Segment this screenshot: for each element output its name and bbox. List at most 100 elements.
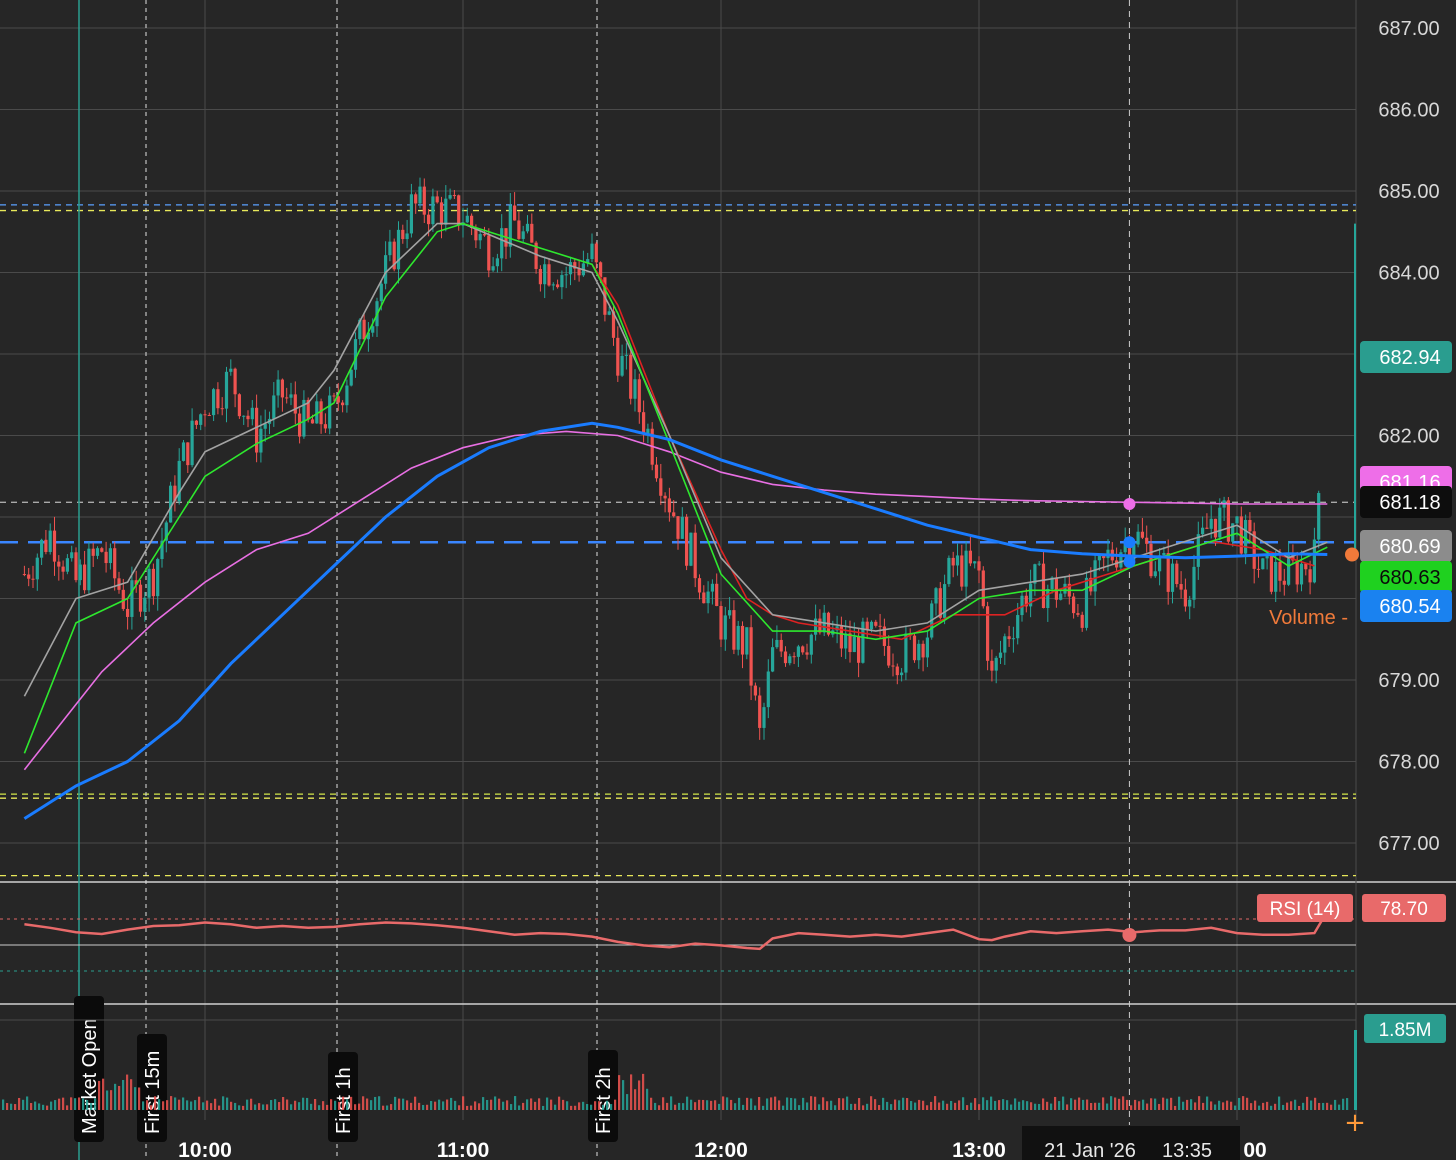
candle-body (1274, 561, 1278, 592)
volume-bar (1050, 1103, 1053, 1110)
candle-body (151, 568, 155, 597)
candle-body (233, 368, 237, 395)
volume-bar (538, 1098, 541, 1110)
rsi-crosshair-dot (1122, 928, 1137, 942)
volume-bar (466, 1105, 469, 1110)
candle-body (1037, 563, 1041, 565)
candle-body (1218, 507, 1222, 538)
candle-body (285, 397, 289, 399)
volume-bar (818, 1104, 821, 1110)
volume-bar (494, 1096, 497, 1110)
candle-body (1007, 636, 1011, 640)
candle-body (1205, 527, 1209, 529)
candle-body (986, 606, 990, 661)
candle-body (1317, 493, 1321, 540)
candle-body (1201, 527, 1205, 535)
volume-bar (878, 1105, 881, 1110)
volume-bar (914, 1102, 917, 1110)
volume-bar (1038, 1103, 1041, 1110)
volume-bar (1274, 1103, 1277, 1110)
volume-bar (1170, 1097, 1173, 1110)
y-tick-label: 677.00 (1378, 833, 1439, 855)
candle-body (1252, 531, 1256, 569)
candle-body (611, 311, 616, 338)
volume-bar (138, 1087, 141, 1110)
volume-bar (526, 1099, 529, 1110)
volume-bar (598, 1101, 601, 1110)
candle-body (1140, 531, 1144, 538)
candle-body (255, 407, 259, 453)
candle-body (951, 557, 955, 566)
candle-body (1265, 554, 1269, 559)
candle-body (220, 408, 224, 410)
volume-bar (242, 1105, 245, 1110)
volume-bar (162, 1101, 165, 1110)
volume-bar (1346, 1098, 1349, 1110)
candle-body (1029, 583, 1033, 607)
volume-bar (382, 1105, 385, 1110)
volume-bar (1214, 1104, 1217, 1110)
price-badge-label: 682.94 (1379, 347, 1440, 369)
volume-bar (414, 1096, 417, 1110)
y-axis: 687.00 686.00 685.00 684.00 682.00 679.00 678.… (1378, 18, 1439, 855)
volume-bar (150, 1105, 153, 1110)
candle-body (538, 268, 542, 285)
volume-bar (1066, 1104, 1069, 1110)
candle-body (95, 548, 100, 556)
candle-body (637, 379, 641, 413)
volume-bar (1318, 1102, 1321, 1110)
candle-body (362, 319, 366, 340)
candle-body (1072, 596, 1076, 614)
candle-body (323, 424, 327, 429)
session-label: First 15m (142, 1051, 164, 1134)
volume-bar (898, 1100, 901, 1110)
candle-body (1046, 588, 1050, 609)
candle-body (1312, 539, 1316, 583)
volume-bar (390, 1104, 393, 1110)
volume-bar (814, 1096, 817, 1110)
candle-body (272, 395, 276, 419)
candle-body (672, 512, 676, 517)
volume-bar (522, 1102, 525, 1110)
candle-body (1188, 599, 1192, 607)
volume-bar (746, 1097, 749, 1110)
volume-bar (326, 1104, 329, 1110)
volume-bar (1218, 1100, 1221, 1110)
volume-bar (266, 1104, 269, 1110)
candle-body (1192, 566, 1196, 600)
volume-bar (998, 1100, 1001, 1110)
candle-body (100, 548, 104, 552)
candle-body (749, 627, 753, 686)
volume-bar (78, 1097, 81, 1110)
price-badge-box (1360, 486, 1452, 518)
volume-bar (14, 1104, 17, 1110)
candle-body (160, 540, 164, 560)
volume-bar (158, 1099, 161, 1110)
candle-body (917, 643, 921, 661)
volume-bar (354, 1104, 357, 1110)
candle-body (478, 234, 482, 241)
candle-body (1089, 577, 1093, 592)
candle-body (229, 368, 233, 372)
candle-body (921, 643, 925, 658)
candle-body (521, 231, 525, 239)
volume-bar (578, 1102, 581, 1110)
volume-bar (198, 1096, 201, 1110)
volume-bar (634, 1089, 637, 1110)
candle-body (91, 548, 95, 556)
volume-bar (1098, 1102, 1101, 1110)
volume-bar (1078, 1097, 1081, 1110)
volume-bar (838, 1098, 841, 1110)
volume-bar (1090, 1103, 1093, 1110)
volume-bar (1058, 1101, 1061, 1110)
candle-body (169, 485, 173, 523)
candle-body (65, 558, 69, 572)
price-badge-label: 680.69 (1379, 536, 1440, 558)
candle-body (1153, 571, 1157, 577)
volume-bar (562, 1099, 565, 1110)
volume-bar (1154, 1098, 1157, 1110)
volume-bar (706, 1100, 709, 1110)
candle-body (586, 259, 590, 264)
candle-body (495, 258, 499, 267)
candle-body (250, 407, 254, 420)
